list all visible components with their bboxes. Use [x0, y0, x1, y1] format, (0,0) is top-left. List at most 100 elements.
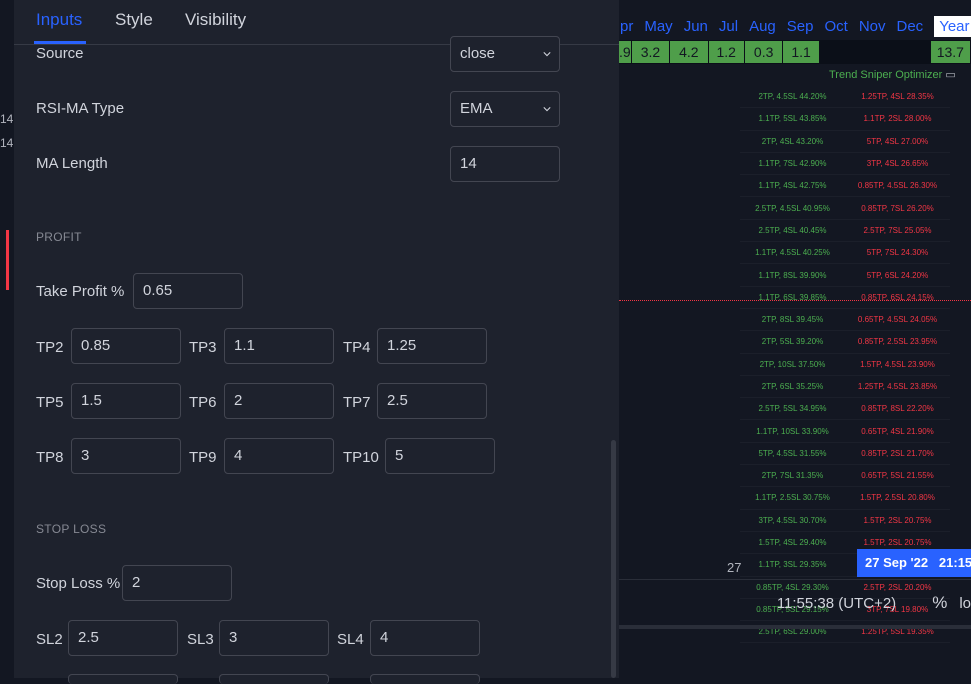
tp2-label: TP2 — [36, 339, 64, 356]
optimizer-row: 2TP, 8SL 39.45% 0.65TP, 4.5SL 24.05% — [740, 309, 950, 332]
sl3-input[interactable]: 3 — [219, 620, 329, 656]
tab-visibility[interactable]: Visibility — [185, 10, 247, 29]
rsi-ma-type-select[interactable]: EMA — [450, 91, 560, 127]
status-bar: 11:55:38 (UTC+2) % lo — [619, 579, 971, 626]
optimizer-row: 2.5TP, 4.5SL 40.95% 0.85TP, 7SL 26.20% — [740, 197, 950, 220]
optimizer-short-result: 3TP, 7SL 19.80% — [866, 604, 929, 614]
tab-style[interactable]: Style — [115, 10, 153, 29]
stop-loss-input[interactable]: 2 — [122, 565, 232, 601]
sl4-input[interactable]: 4 — [370, 620, 480, 656]
optimizer-long-result: 1.1TP, 5SL 43.85% — [758, 114, 827, 124]
optimizer-long-result: 1.1TP, 4SL 42.75% — [758, 181, 827, 191]
percent-toggle[interactable]: % — [932, 593, 948, 612]
optimizer-long-result: 3TP, 4.5SL 30.70% — [758, 515, 827, 525]
optimizer-row: 2.5TP, 6SL 29.00% 1.25TP, 5SL 19.35% — [740, 621, 950, 644]
tp4-label: TP4 — [343, 339, 371, 356]
source-label: Source — [36, 45, 84, 62]
log-toggle[interactable]: lo — [959, 594, 971, 612]
optimizer-long-result: 0.85TP, 4SL 29.30% — [756, 582, 829, 592]
scrollbar[interactable] — [611, 440, 616, 678]
tp3-input[interactable]: 1.1 — [224, 328, 334, 364]
optimizer-row: 5TP, 4.5SL 31.55% 0.85TP, 2SL 21.70% — [740, 443, 950, 466]
stop-loss-section-title: STOP LOSS — [36, 522, 107, 536]
month-label: Jun — [683, 17, 708, 35]
optimizer-row: 1.1TP, 10SL 33.90% 0.65TP, 4SL 21.90% — [740, 420, 950, 443]
optimizer-row: 2.5TP, 4SL 40.45% 2.5TP, 7SL 25.05% — [740, 220, 950, 243]
tp3-label: TP3 — [189, 339, 217, 356]
optimizer-long-result: 2TP, 8SL 39.45% — [761, 315, 824, 325]
active-tab-indicator — [34, 41, 86, 44]
optimizer-short-result: 1.25TP, 5SL 19.35% — [861, 627, 934, 637]
tp10-input[interactable]: 5 — [385, 438, 495, 474]
optimizer-row: 2TP, 6SL 35.25% 1.25TP, 4.5SL 23.85% — [740, 376, 950, 399]
tp7-input[interactable]: 2.5 — [377, 383, 487, 419]
month-label: Sep — [786, 17, 814, 35]
month-value: 1.1 — [783, 41, 819, 63]
sl7-input-partial[interactable] — [370, 674, 480, 684]
tp9-label: TP9 — [189, 449, 217, 466]
month-value: 1.2 — [708, 41, 744, 63]
month-label: Jul — [718, 17, 739, 35]
chevron-down-icon — [543, 52, 551, 57]
optimizer-long-result: 2TP, 4.5SL 44.20% — [758, 92, 827, 102]
sl2-input[interactable]: 2.5 — [68, 620, 178, 656]
rsi-ma-type-label: RSI-MA Type — [36, 100, 125, 117]
optimizer-short-result: 0.65TP, 5SL 21.55% — [861, 471, 934, 481]
tp5-label: TP5 — [36, 394, 64, 411]
sl5-input-partial[interactable] — [68, 674, 178, 684]
source-select[interactable]: close — [450, 36, 560, 72]
left-axis-label: 14 — [0, 112, 14, 126]
optimizer-short-result: 5TP, 4SL 27.00% — [866, 136, 929, 146]
optimizer-row: 1.5TP, 4SL 29.40% 1.5TP, 2SL 20.75% — [740, 532, 950, 555]
optimizer-short-result: 0.85TP, 4.5SL 26.30% — [857, 181, 938, 191]
optimizer-short-result: 0.85TP, 2.5SL 23.95% — [857, 337, 938, 347]
take-profit-label: Take Profit % — [36, 283, 125, 300]
optimizer-row: 1.1TP, 4SL 42.75% 0.85TP, 4.5SL 26.30% — [740, 175, 950, 198]
month-label: Oct — [824, 17, 848, 35]
year-label: Year — [934, 15, 971, 37]
stop-loss-label: Stop Loss % — [36, 575, 121, 592]
rsi-ma-type-value: EMA — [460, 100, 493, 117]
optimizer-long-result: 1.1TP, 6SL 39.85% — [758, 292, 827, 302]
tab-inputs[interactable]: Inputs — [36, 10, 83, 29]
tp8-input[interactable]: 3 — [71, 438, 181, 474]
price-line — [619, 300, 971, 301]
optimizer-long-result: 1.1TP, 4.5SL 40.25% — [755, 248, 830, 258]
optimizer-short-result: 1.5TP, 2SL 20.75% — [863, 515, 932, 525]
optimizer-long-result: 0.85TP, 5SL 29.15% — [756, 604, 829, 614]
optimizer-title-text: Trend Sniper Optimizer — [829, 69, 943, 81]
optimizer-long-result: 1.1TP, 2.5SL 30.75% — [755, 493, 830, 503]
optimizer-short-result: 0.85TP, 2SL 21.70% — [861, 448, 934, 458]
tp9-input[interactable]: 4 — [224, 438, 334, 474]
optimizer-row: 2TP, 4.5SL 44.20% 1.25TP, 4SL 28.35% — [740, 86, 950, 109]
tp5-input[interactable]: 1.5 — [71, 383, 181, 419]
optimizer-long-result: 2.5TP, 4.5SL 40.95% — [755, 203, 830, 213]
optimizer-row: 2TP, 5SL 39.20% 0.85TP, 2.5SL 23.95% — [740, 331, 950, 354]
month-values-row: .9 3.2 4.2 1.2 0.3 1.1 13.7 — [619, 40, 971, 64]
optimizer-long-result: 2.5TP, 5SL 34.95% — [758, 404, 827, 414]
tp2-input[interactable]: 0.85 — [71, 328, 181, 364]
optimizer-long-result: 1.1TP, 3SL 29.35% — [758, 560, 827, 570]
settings-panel: Inputs Style Visibility Source close RSI… — [14, 0, 619, 684]
optimizer-long-result: 2.5TP, 6SL 29.00% — [758, 627, 827, 637]
tp4-input[interactable]: 1.25 — [377, 328, 487, 364]
month-value — [820, 41, 928, 63]
optimizer-long-result: 2TP, 5SL 39.20% — [761, 337, 824, 347]
optimizer-long-result: 2.5TP, 4SL 40.45% — [758, 225, 827, 235]
sl2-label: SL2 — [36, 631, 63, 648]
source-value: close — [460, 45, 496, 62]
optimizer-short-result: 0.65TP, 4SL 21.90% — [861, 426, 934, 436]
year-value: 13.7 — [930, 41, 971, 63]
month-value: 0.3 — [744, 41, 783, 63]
tp6-input[interactable]: 2 — [224, 383, 334, 419]
optimizer-long-result: 2TP, 7SL 31.35% — [761, 471, 824, 481]
ma-length-input[interactable]: 14 — [450, 146, 560, 182]
optimizer-short-result: 1.5TP, 2.5SL 20.80% — [860, 493, 935, 503]
optimizer-long-result: 2TP, 4SL 43.20% — [761, 136, 824, 146]
take-profit-input[interactable]: 0.65 — [133, 273, 243, 309]
time-display[interactable]: 11:55:38 (UTC+2) — [776, 594, 897, 612]
sl6-input-partial[interactable] — [219, 674, 329, 684]
month-label: Dec — [896, 17, 924, 35]
optimizer-short-result: 2.5TP, 2SL 20.20% — [863, 582, 932, 592]
left-axis-label: 14 — [0, 136, 14, 150]
